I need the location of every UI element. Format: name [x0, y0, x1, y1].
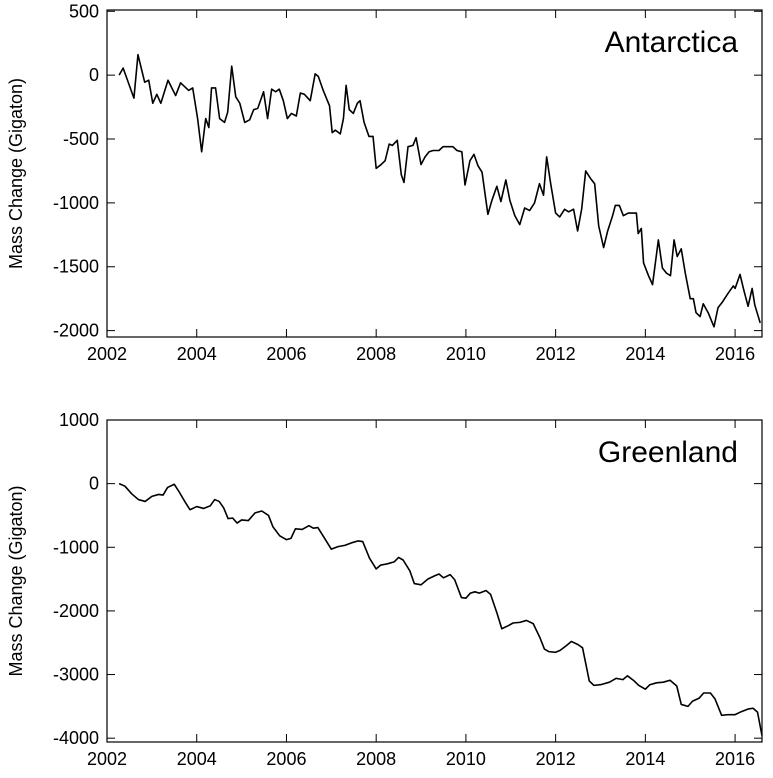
- x-tick-label: 2014: [625, 344, 665, 364]
- x-tick-label: 2010: [446, 749, 486, 769]
- x-tick-label: 2016: [715, 344, 755, 364]
- plot-frame: [106, 9, 763, 338]
- y-tick-label: 0: [89, 65, 99, 85]
- y-axis-label: Mass Change (Gigaton): [6, 485, 26, 676]
- x-tick-label: 2006: [266, 749, 306, 769]
- x-tick-label: 2010: [446, 344, 486, 364]
- x-tick-label: 2002: [87, 344, 127, 364]
- y-tick-label: 0: [89, 474, 99, 494]
- plot-frame: [106, 419, 763, 743]
- y-tick-label: -1000: [53, 193, 99, 213]
- x-tick-label: 2006: [266, 344, 306, 364]
- y-tick-label: 500: [69, 1, 99, 21]
- x-tick-label: 2016: [715, 749, 755, 769]
- y-tick-label: -2000: [53, 601, 99, 621]
- x-tick-label: 2004: [177, 749, 217, 769]
- data-line: [118, 53, 761, 328]
- panel-annotation: Antarctica: [605, 26, 739, 59]
- y-tick-label: -4000: [53, 728, 99, 748]
- chart-panel: 500 0 -500 -1000 -1500 -2000 2002 2004 2006 2008 2…: [6, 1, 763, 364]
- x-tick-label: 2004: [177, 344, 217, 364]
- x-tick-label: 2012: [536, 344, 576, 364]
- x-tick-label: 2008: [356, 749, 396, 769]
- y-tick-label: -1500: [53, 257, 99, 277]
- x-tick-label: 2002: [87, 749, 127, 769]
- y-tick-label: -2000: [53, 321, 99, 341]
- data-line: [118, 482, 763, 736]
- y-tick-label: -3000: [53, 665, 99, 685]
- x-tick-label: 2014: [625, 749, 665, 769]
- x-tick-label: 2012: [536, 749, 576, 769]
- panel-annotation: Greenland: [598, 436, 738, 469]
- y-tick-label: -1000: [53, 537, 99, 557]
- y-tick-label: 1000: [59, 410, 99, 430]
- y-tick-label: -500: [63, 129, 99, 149]
- y-axis-label: Mass Change (Gigaton): [6, 78, 26, 269]
- x-tick-label: 2008: [356, 344, 396, 364]
